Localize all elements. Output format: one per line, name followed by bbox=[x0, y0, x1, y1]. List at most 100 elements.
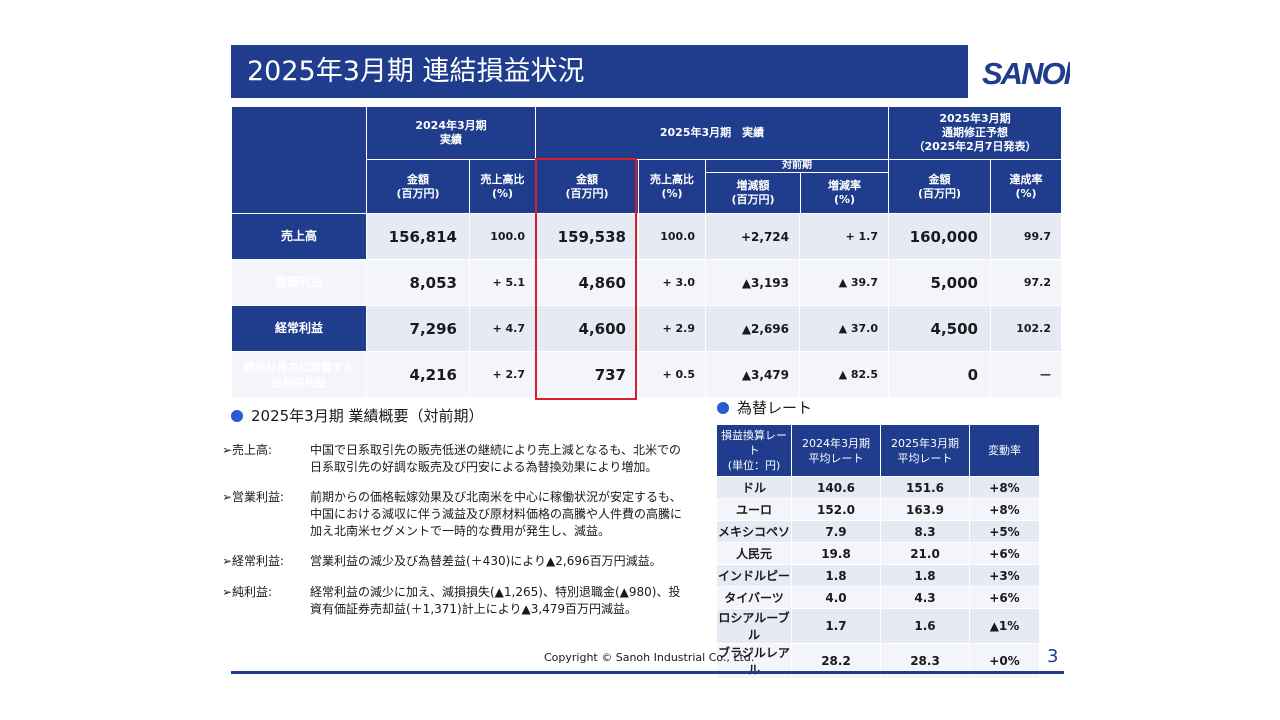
fx-change: +6% bbox=[969, 542, 1040, 565]
bullet-dot-icon bbox=[231, 410, 243, 422]
fx-currency: メキシコペソ bbox=[716, 520, 792, 543]
fx-table: 損益換算レート (単位：円) 2024年3月期 平均レート 2025年3月期 平… bbox=[716, 424, 1040, 679]
fx-row: ドル 140.6 151.6 +8% bbox=[716, 476, 1040, 499]
cell-fy25-ratio: + 0.5 bbox=[638, 351, 706, 398]
cell-fy24-amount: 156,814 bbox=[366, 213, 470, 260]
cell-fy25-amount: 4,600 bbox=[535, 305, 639, 352]
fx-currency: タイバーツ bbox=[716, 586, 792, 609]
fx-rate-2024: 1.7 bbox=[791, 608, 881, 644]
cell-fy25-amount: 159,538 bbox=[535, 213, 639, 260]
fx-rate-2024: 1.8 bbox=[791, 564, 881, 587]
fx-currency: ユーロ bbox=[716, 498, 792, 521]
summary-text: 経常利益の減少に加え、減損損失(▲1,265)、特別退職金(▲980)、投資有価… bbox=[310, 585, 681, 616]
row-label: 親会社株主に帰属する 当期純利益 bbox=[231, 351, 367, 398]
table-row: 売上高 156,814 100.0 159,538 100.0 +2,724 +… bbox=[231, 213, 1062, 260]
fx-col-change: 変動率 bbox=[969, 424, 1040, 477]
fx-currency: ドル bbox=[716, 476, 792, 499]
fx-heading-text: 為替レート bbox=[737, 399, 813, 417]
sanoh-logo: SANOh bbox=[982, 56, 1070, 91]
summary-label: ➢売上高: bbox=[222, 443, 273, 457]
cell-change-rate: + 1.7 bbox=[799, 213, 889, 260]
cell-fy25-ratio: + 3.0 bbox=[638, 259, 706, 306]
cell-change-amount: ▲3,479 bbox=[705, 351, 800, 398]
fx-currency: ロシアルーブル bbox=[716, 608, 792, 644]
fx-rate-2025: 21.0 bbox=[880, 542, 970, 565]
logo-text: SANOh bbox=[982, 56, 1070, 91]
col-fy24-amount: 金額 (百万円) bbox=[366, 159, 470, 214]
fx-col-fy2025: 2025年3月期 平均レート bbox=[880, 424, 970, 477]
fx-row: ロシアルーブル 1.7 1.6 ▲1% bbox=[716, 608, 1040, 644]
fx-change: +6% bbox=[969, 586, 1040, 609]
fx-rate-2025: 4.3 bbox=[880, 586, 970, 609]
fx-row: タイバーツ 4.0 4.3 +6% bbox=[716, 586, 1040, 609]
row-label: 経常利益 bbox=[231, 305, 367, 352]
fx-rate-2024: 19.8 bbox=[791, 542, 881, 565]
cell-achievement: — bbox=[990, 351, 1062, 398]
cell-change-amount: ▲3,193 bbox=[705, 259, 800, 306]
cell-forecast-amount: 160,000 bbox=[888, 213, 991, 260]
fx-rate-2025: 1.6 bbox=[880, 608, 970, 644]
summary-heading-text: 2025年3月期 業績概要（対前期） bbox=[251, 407, 484, 425]
col-fy25-ratio: 売上高比 (%) bbox=[638, 159, 706, 214]
page-number: 3 bbox=[1047, 646, 1059, 667]
cell-achievement: 97.2 bbox=[990, 259, 1062, 306]
cell-fy25-amount: 4,860 bbox=[535, 259, 639, 306]
col-change-amount: 増減額 (百万円) bbox=[706, 173, 801, 213]
col-forecast-amount: 金額 (百万円) bbox=[888, 159, 991, 214]
fx-rate-2025: 151.6 bbox=[880, 476, 970, 499]
fx-currency: 人民元 bbox=[716, 542, 792, 565]
fx-rate-2025: 1.8 bbox=[880, 564, 970, 587]
cell-fy24-ratio: + 5.1 bbox=[469, 259, 536, 306]
fx-rate-2025: 163.9 bbox=[880, 498, 970, 521]
footer-divider bbox=[231, 671, 1064, 674]
row-label: 売上高 bbox=[231, 213, 367, 260]
fx-currency: インドルピー bbox=[716, 564, 792, 587]
cell-change-rate: ▲ 37.0 bbox=[799, 305, 889, 352]
cell-achievement: 99.7 bbox=[990, 213, 1062, 260]
fx-change: +5% bbox=[969, 520, 1040, 543]
pl-table: 2024年3月期 実績 2025年3月期 実績 2025年3月期 通期修正予想 … bbox=[231, 106, 1062, 398]
table-row: 経常利益 7,296 + 4.7 4,600 + 2.9 ▲2,696 ▲ 37… bbox=[231, 305, 1062, 352]
fx-change: +8% bbox=[969, 476, 1040, 499]
yoy-header-group: 対前期 増減額 (百万円) 増減率 (%) bbox=[705, 159, 889, 214]
cell-forecast-amount: 5,000 bbox=[888, 259, 991, 306]
fx-change: +8% bbox=[969, 498, 1040, 521]
fx-row: 人民元 19.8 21.0 +6% bbox=[716, 542, 1040, 565]
table-row: 営業利益 8,053 + 5.1 4,860 + 3.0 ▲3,193 ▲ 39… bbox=[231, 259, 1062, 306]
fx-row: ユーロ 152.0 163.9 +8% bbox=[716, 498, 1040, 521]
cell-forecast-amount: 0 bbox=[888, 351, 991, 398]
cell-fy25-ratio: 100.0 bbox=[638, 213, 706, 260]
cell-forecast-amount: 4,500 bbox=[888, 305, 991, 352]
row-label: 営業利益 bbox=[231, 259, 367, 306]
summary-text: 営業利益の減少及び為替差益(＋430)により▲2,696百万円減益。 bbox=[310, 554, 662, 568]
fx-row: メキシコペソ 7.9 8.3 +5% bbox=[716, 520, 1040, 543]
fx-col-currency: 損益換算レート (単位：円) bbox=[716, 424, 792, 477]
corner-cell bbox=[231, 106, 367, 214]
summary-heading: 2025年3月期 業績概要（対前期） bbox=[231, 406, 484, 426]
summary-label: ➢純利益: bbox=[222, 585, 273, 599]
slide-title: 2025年3月期 連結損益状況 bbox=[231, 45, 968, 98]
col-fy24-ratio: 売上高比 (%) bbox=[469, 159, 536, 214]
fx-change: +3% bbox=[969, 564, 1040, 587]
cell-achievement: 102.2 bbox=[990, 305, 1062, 352]
table-row: 親会社株主に帰属する 当期純利益 4,216 + 2.7 737 + 0.5 ▲… bbox=[231, 351, 1062, 398]
fx-change: ▲1% bbox=[969, 608, 1040, 644]
header-fy2024: 2024年3月期 実績 bbox=[366, 106, 536, 160]
fx-heading: 為替レート bbox=[717, 398, 812, 418]
copyright-text: Copyright © Sanoh Industrial Co., Ltd. bbox=[544, 651, 755, 664]
fx-col-fy2024: 2024年3月期 平均レート bbox=[791, 424, 881, 477]
fx-rate-2024: 140.6 bbox=[791, 476, 881, 499]
bullet-dot-icon bbox=[717, 402, 729, 414]
col-change-rate: 増減率 (%) bbox=[828, 179, 861, 206]
fx-rate-2024: 152.0 bbox=[791, 498, 881, 521]
summary-label: ➢営業利益: bbox=[222, 490, 285, 504]
fx-rate-2024: 7.9 bbox=[791, 520, 881, 543]
header-fy2025: 2025年3月期 実績 bbox=[535, 106, 889, 160]
fx-rate-2024: 4.0 bbox=[791, 586, 881, 609]
cell-fy24-ratio: + 4.7 bbox=[469, 305, 536, 352]
summary-label: ➢経常利益: bbox=[222, 554, 285, 568]
col-achievement: 達成率 (%) bbox=[990, 159, 1062, 214]
cell-fy25-amount: 737 bbox=[535, 351, 639, 398]
cell-fy24-ratio: + 2.7 bbox=[469, 351, 536, 398]
cell-fy24-amount: 4,216 bbox=[366, 351, 470, 398]
